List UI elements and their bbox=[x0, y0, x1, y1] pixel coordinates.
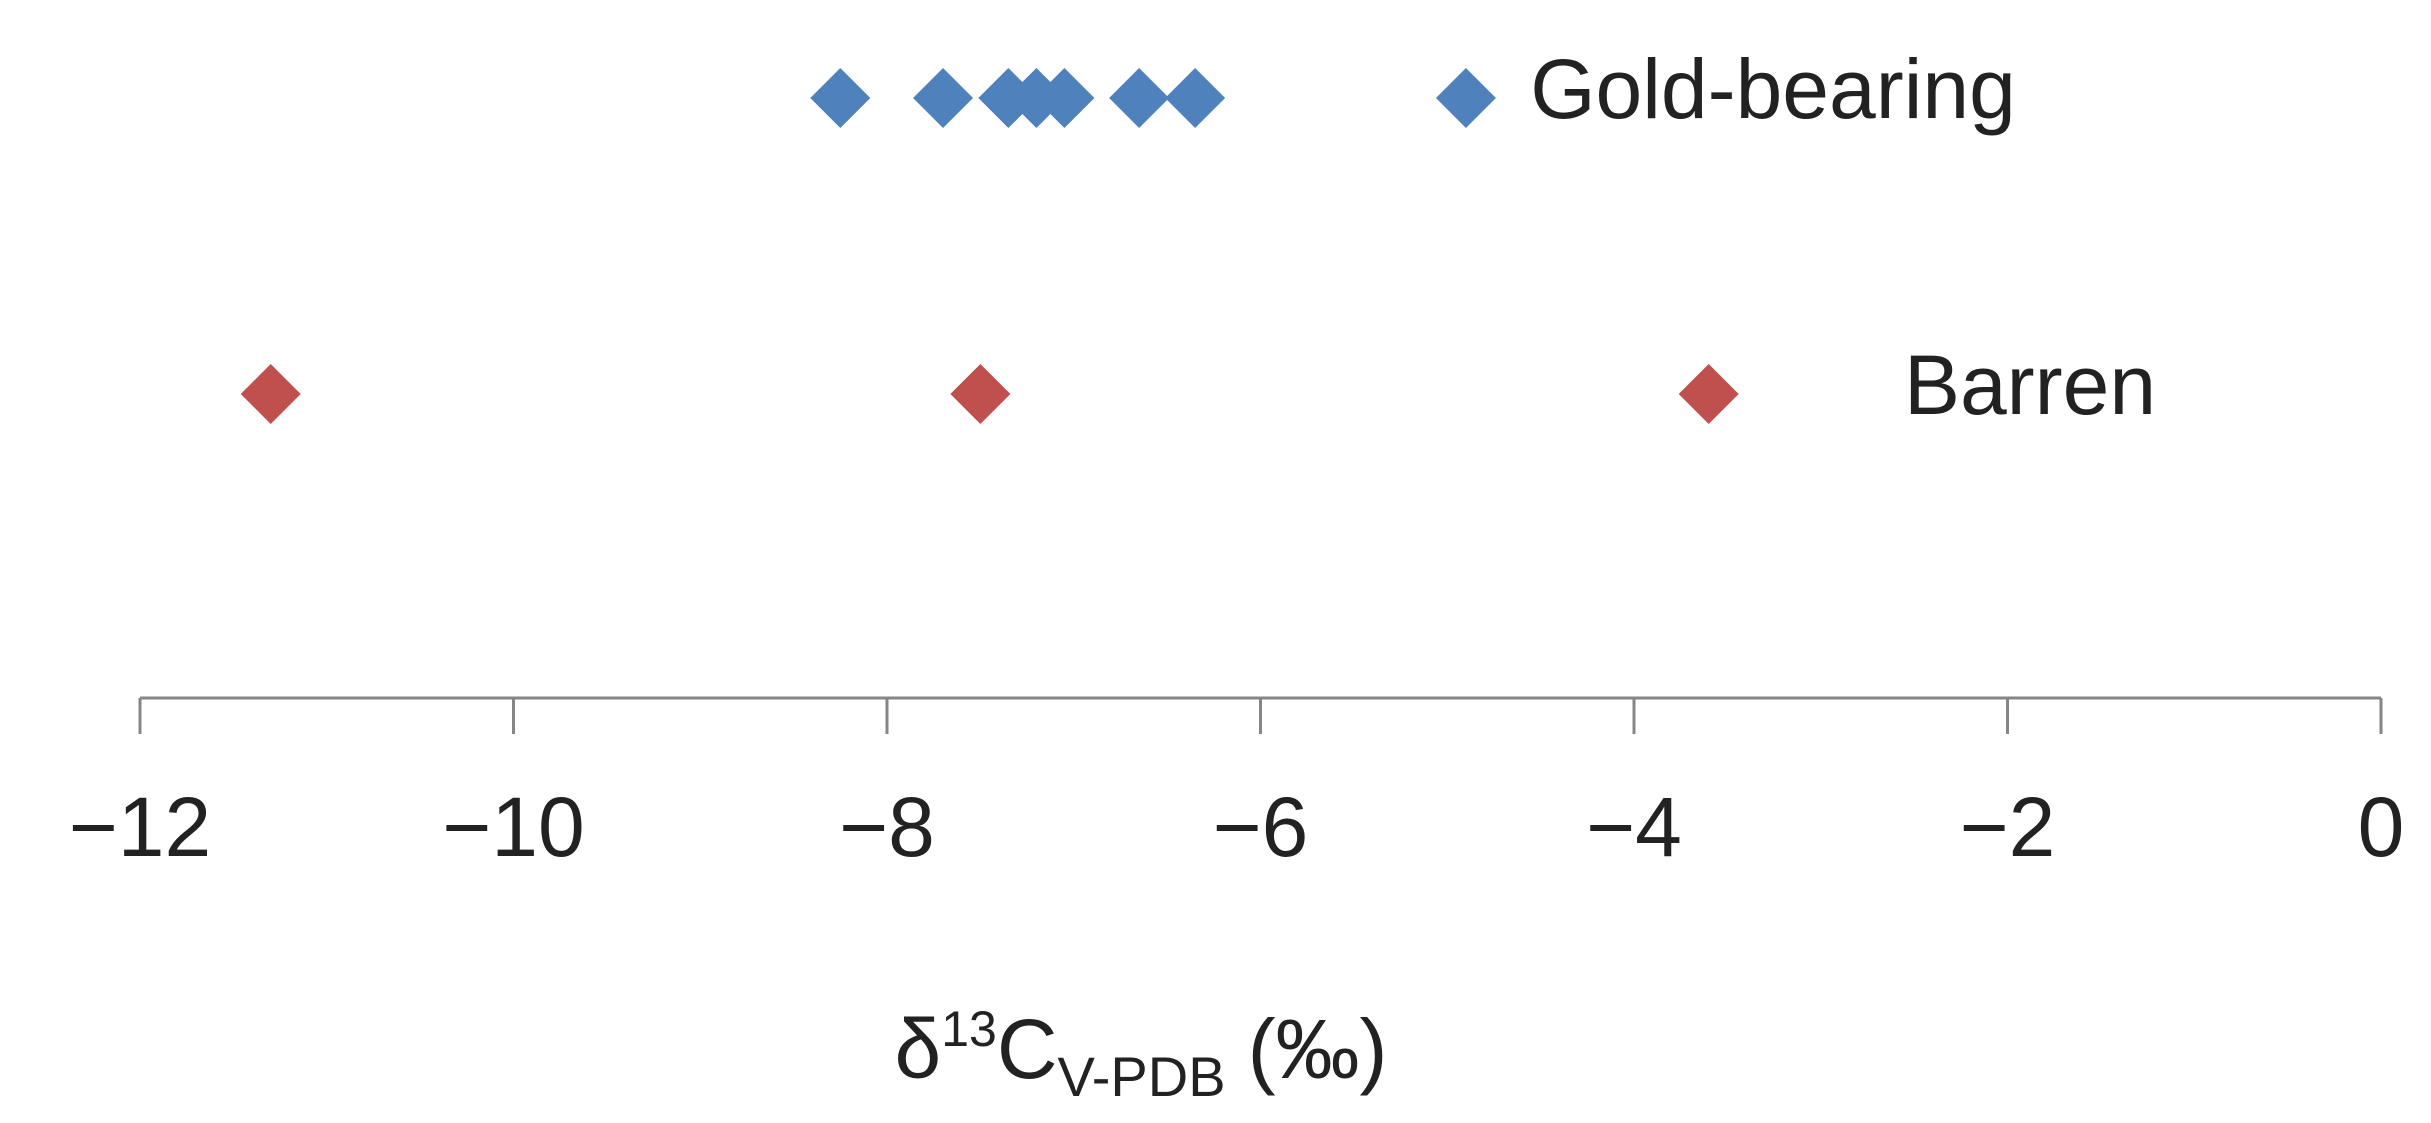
data-point-gold-bearing bbox=[1034, 68, 1095, 128]
x-tick-label: −2 bbox=[1960, 780, 2056, 874]
data-point-gold-bearing bbox=[810, 68, 871, 128]
x-axis-title-superscript: 13 bbox=[941, 1001, 997, 1057]
data-point-gold-bearing bbox=[1165, 68, 1226, 128]
x-axis-title-subscript: V-PDB bbox=[1058, 1045, 1226, 1108]
x-tick-label: −8 bbox=[839, 780, 935, 874]
x-tick-label: −4 bbox=[1586, 780, 1682, 874]
data-points bbox=[240, 68, 1739, 424]
x-axis-ticks: −12 −10 −8 −6 −4 −2 0 bbox=[69, 698, 2405, 874]
x-tick-label: −6 bbox=[1213, 780, 1309, 874]
data-point-gold-bearing bbox=[1109, 68, 1170, 128]
series-label-barren: Barren bbox=[1904, 338, 2156, 432]
data-point-barren bbox=[240, 364, 301, 424]
data-point-barren bbox=[1678, 364, 1739, 424]
data-point-gold-bearing bbox=[1435, 68, 1496, 128]
x-axis-title-base: δ bbox=[894, 1002, 941, 1096]
x-tick-label: 0 bbox=[2358, 780, 2405, 874]
series-label-gold-bearing: Gold-bearing bbox=[1530, 42, 2016, 136]
x-tick-label: −10 bbox=[442, 780, 585, 874]
data-point-barren bbox=[950, 364, 1011, 424]
x-axis-title: δ13CV-PDB (‰) bbox=[894, 1001, 1387, 1108]
data-point-gold-bearing bbox=[913, 68, 974, 128]
x-axis-title-unit: (‰) bbox=[1248, 1002, 1388, 1096]
series-labels: Gold-bearing Barren bbox=[1530, 42, 2156, 432]
x-tick-label: −12 bbox=[69, 780, 212, 874]
x-axis-title-symbol: C bbox=[997, 1002, 1058, 1096]
